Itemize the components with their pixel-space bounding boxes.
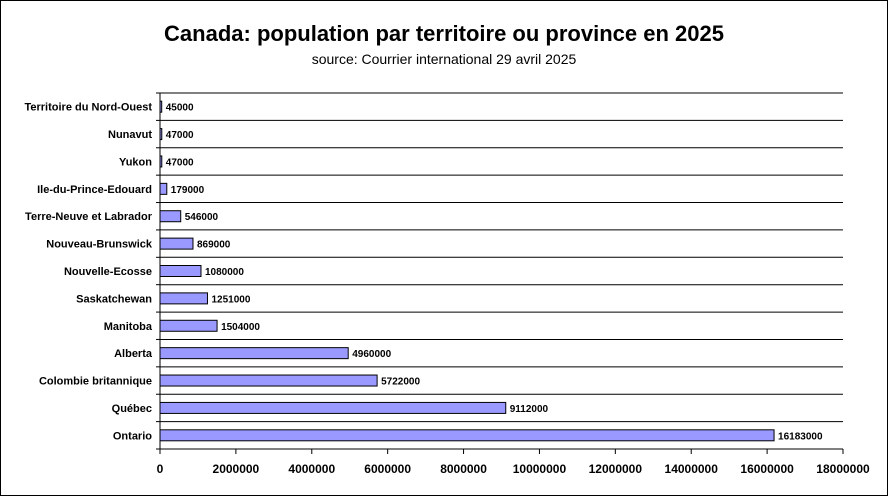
- category-label: Saskatchewan: [76, 293, 152, 305]
- x-tick-label: 12000000: [589, 462, 643, 476]
- bar: [159, 155, 163, 168]
- bar: [159, 210, 182, 223]
- data-label: 869000: [197, 240, 231, 251]
- x-tick-label: 10000000: [513, 462, 567, 476]
- category-label: Québec: [112, 403, 152, 415]
- category-label: Territoire du Nord-Ouest: [24, 102, 152, 114]
- data-label: 1080000: [205, 267, 244, 278]
- category-label: Colombie britannique: [39, 376, 152, 388]
- data-label: 16183000: [778, 431, 823, 442]
- category-label: Nunavut: [108, 129, 152, 141]
- x-tick-label: 2000000: [213, 462, 260, 476]
- bar: [159, 347, 349, 360]
- bar: [159, 100, 163, 113]
- x-tick-label: 6000000: [364, 462, 411, 476]
- bar: [159, 265, 202, 277]
- bar: [159, 182, 168, 195]
- category-label: Alberta: [114, 348, 153, 360]
- data-label: 45000: [166, 103, 194, 114]
- bar: [159, 319, 218, 332]
- x-tick-label: 16000000: [740, 462, 794, 476]
- category-label: Yukon: [119, 156, 152, 168]
- data-label: 1504000: [221, 322, 260, 333]
- x-tick-label: 18000000: [816, 462, 870, 476]
- chart-title: Canada: population par territoire ou pro…: [164, 21, 724, 46]
- data-label: 47000: [166, 157, 194, 168]
- x-tick-label: 4000000: [288, 462, 335, 476]
- category-label: Nouveau-Brunswick: [46, 239, 153, 251]
- category-label: Ontario: [113, 430, 152, 442]
- data-label: 9112000: [510, 404, 549, 415]
- data-label: 47000: [166, 130, 194, 141]
- bar: [159, 401, 507, 414]
- data-label: 5722000: [381, 377, 420, 388]
- bar: [159, 429, 775, 442]
- bar: [159, 128, 163, 141]
- x-tick-label: 0: [157, 462, 164, 476]
- x-tick-label: 14000000: [665, 462, 719, 476]
- category-label: Ile-du-Prince-Edouard: [37, 184, 152, 196]
- data-label: 546000: [185, 212, 219, 223]
- bar: [159, 237, 194, 250]
- chart-subtitle: source: Courrier international 29 avril …: [311, 51, 577, 67]
- data-label: 179000: [171, 185, 205, 196]
- category-label: Manitoba: [104, 321, 153, 333]
- category-label: Nouvelle-Ecosse: [64, 266, 152, 278]
- category-label: Terre-Neuve et Labrador: [25, 211, 153, 223]
- x-tick-label: 8000000: [440, 462, 487, 476]
- data-label: 1251000: [211, 294, 250, 305]
- bar: [159, 374, 378, 387]
- data-label: 4960000: [352, 349, 391, 360]
- bar: [159, 292, 208, 305]
